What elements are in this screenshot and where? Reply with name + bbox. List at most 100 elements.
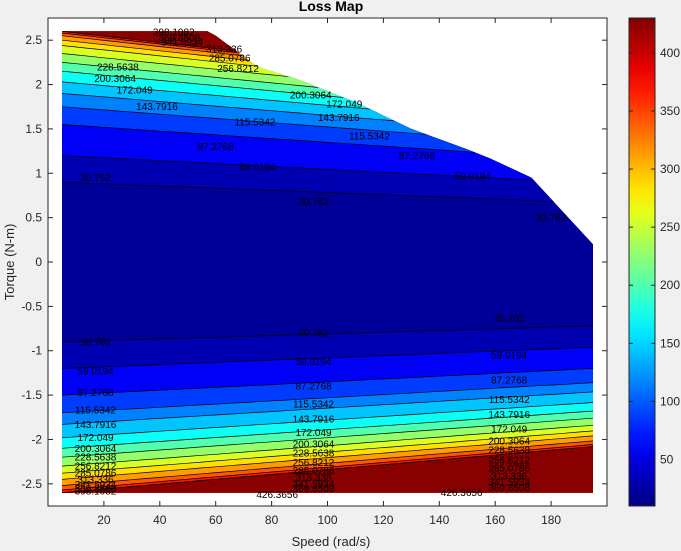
contour-label: 87.2768 (198, 142, 235, 153)
contour-label: 369.8508 (488, 483, 530, 494)
x-tick-label: 180 (541, 513, 561, 527)
contour-label: 143.7916 (488, 410, 530, 421)
contour-line (61, 346, 594, 369)
contour-label: 172.049 (295, 428, 332, 439)
contour-label: 59.0194 (295, 357, 332, 368)
contour-label: 200.3064 (290, 91, 332, 102)
contour-label: 143.7916 (136, 102, 178, 113)
contour-label: 341.5934 (293, 479, 335, 490)
y-axis-label: Torque (N-m) (2, 224, 17, 301)
colorbar-tick-label: 100 (660, 394, 680, 408)
y-tick-label: 1.5 (25, 122, 42, 136)
contour-label: 115.5342 (75, 406, 116, 417)
contour-line (61, 417, 594, 458)
contour-band (62, 446, 593, 493)
contour-label: 313.336 (295, 473, 332, 484)
contour-label: 341.5934 (161, 37, 203, 48)
contour-label: 30.762 (298, 328, 329, 339)
contour-label: 172.049 (77, 433, 114, 444)
contour-label: 228.5638 (97, 62, 139, 73)
y-tick-label: 0 (35, 255, 42, 269)
contour-label: 313.336 (206, 45, 243, 56)
contour-label: 172.049 (326, 100, 363, 111)
y-tick-label: -0.5 (21, 299, 42, 313)
x-tick-label: 120 (373, 513, 393, 527)
contour-label: 228.5638 (488, 446, 530, 457)
colorbar: 50 100 150 200 250 300 350 400 (628, 17, 680, 507)
contour-label: 30.762 (80, 173, 111, 184)
contour-label: 115.5342 (234, 117, 275, 128)
contour-line (61, 391, 594, 425)
contour-line (61, 410, 594, 449)
x-tick-label: 40 (153, 513, 167, 527)
contour-label: 172.049 (491, 424, 528, 435)
contour-line (61, 402, 594, 439)
contour-label: 369.8508 (75, 484, 117, 495)
contour-label: 115.5342 (489, 395, 530, 406)
contour-label: 398.1082 (75, 486, 117, 497)
contour-line (61, 424, 594, 467)
y-tick-label: 0.5 (25, 211, 42, 225)
contour-label-layer: 30.762 30.762 30.762 59.0194 59.0194 87.2768 8… (75, 28, 567, 501)
contour-label: 369.8508 (159, 33, 201, 44)
contour-label: 59.0194 (240, 163, 277, 174)
contour-label: 87.2768 (295, 382, 332, 393)
contour-label: 30.762 (536, 213, 567, 224)
y-tick-label: 1 (35, 166, 42, 180)
contour-label: 143.7916 (293, 415, 335, 426)
x-axis-label: Speed (rad/s) (292, 534, 371, 549)
chart-title: Loss Map (299, 0, 364, 14)
contour-label: 313.336 (491, 471, 528, 482)
contour-label: 426.3656 (256, 490, 298, 501)
x-axis-ticks: 20 40 60 80 100 120 140 160 180 (97, 18, 561, 527)
y-axis-ticks: -2.5 -2 -1.5 -1 -0.5 0 0.5 1 1.5 2 2.5 (21, 33, 607, 491)
contour-line (61, 155, 594, 184)
contour-label: 285.0786 (75, 469, 117, 480)
y-tick-label: -2 (31, 432, 42, 446)
x-tick-label: 100 (317, 513, 337, 527)
contour-line (61, 382, 594, 414)
contour-line (61, 181, 594, 204)
contour-label: 30.762 (494, 313, 525, 324)
colorbar-tick-label: 350 (660, 104, 680, 118)
contour-line (61, 440, 594, 486)
contour-label: 87.2768 (399, 151, 436, 162)
colorbar-tick-label: 50 (660, 453, 674, 467)
contour-label: 256.8212 (488, 455, 530, 466)
x-tick-label: 20 (97, 513, 111, 527)
contour-label: 341.5934 (488, 478, 530, 489)
contour-label: 143.7916 (75, 420, 117, 431)
colorbar-tick-label: 250 (660, 220, 680, 234)
contour-label: 426.3656 (441, 488, 483, 499)
y-tick-label: 2 (35, 78, 42, 92)
contour-line (61, 444, 594, 491)
x-tick-label: 140 (429, 513, 449, 527)
colorbar-tick-label: 200 (660, 278, 680, 292)
colorbar-tick-label: 150 (660, 336, 680, 350)
colorbar-tick-label: 400 (660, 46, 680, 60)
contour-label: 285.0786 (209, 53, 251, 64)
y-tick-label: 2.5 (25, 33, 42, 47)
contour-line (61, 435, 594, 480)
contour-label: 59.0194 (455, 171, 492, 182)
x-tick-label: 160 (485, 513, 505, 527)
contour-label: 200.3064 (75, 444, 117, 455)
contour-label: 200.3064 (94, 74, 136, 85)
contour-label: 256.8212 (217, 64, 259, 75)
contour-label: 285.0786 (488, 463, 530, 474)
contour-label: 228.5638 (75, 453, 117, 464)
contour-label: 256.8212 (75, 462, 117, 473)
x-tick-label: 80 (265, 513, 279, 527)
contour-label: 30.762 (80, 337, 111, 348)
contour-line (61, 446, 594, 493)
contour-label: 115.5342 (349, 132, 390, 143)
contour-line (61, 430, 594, 474)
contour-label: 200.3064 (488, 437, 530, 448)
colorbar-ticks: 50 100 150 200 250 300 350 400 (629, 46, 680, 467)
contour-label: 30.762 (298, 197, 329, 208)
contour-label: 59.0194 (491, 351, 528, 362)
contour-line (61, 368, 594, 396)
colorbar-gradient (628, 17, 656, 507)
contour-label: 143.7916 (318, 113, 360, 124)
contour-line (61, 325, 594, 343)
